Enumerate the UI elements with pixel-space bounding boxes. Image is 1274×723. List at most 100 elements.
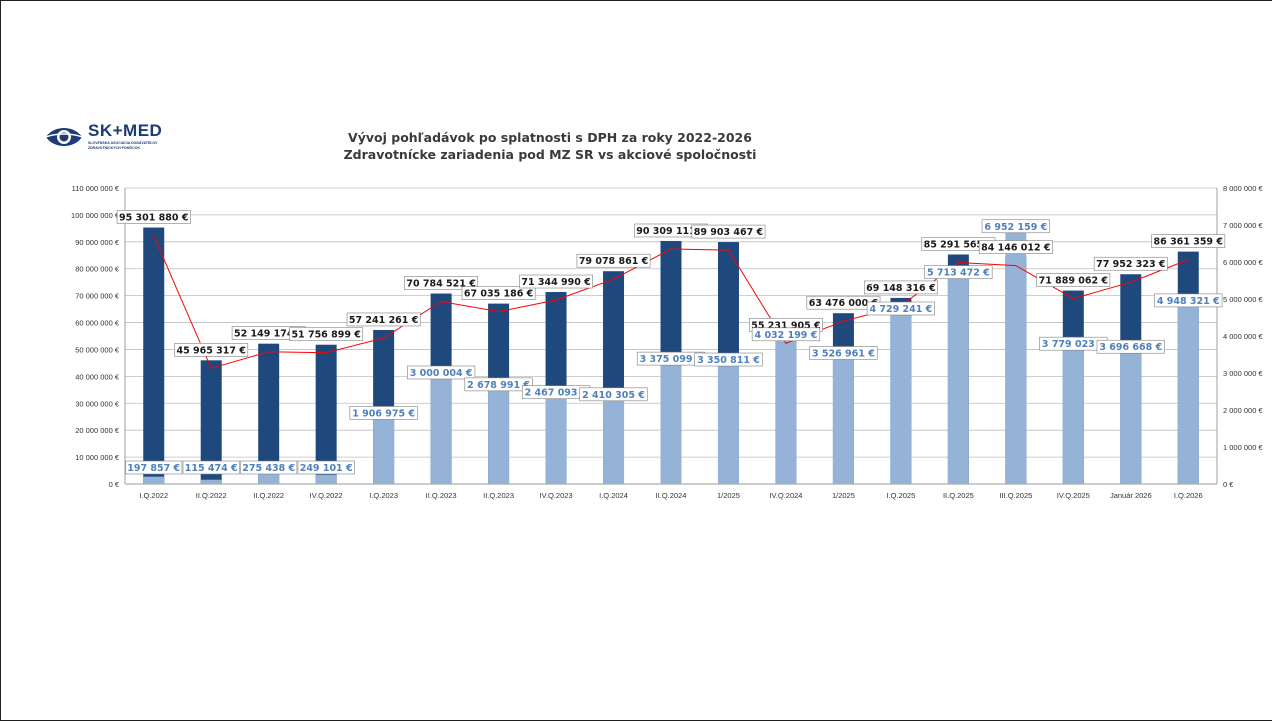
left-axis-tick-label: 10 000 000 € — [75, 453, 120, 462]
bar-as — [717, 360, 739, 484]
x-axis-tick-label: 1/2025 — [717, 491, 740, 500]
data-label-mz: 67 035 186 € — [464, 289, 533, 300]
bar-as — [660, 359, 682, 484]
data-label-mz: 85 291 565 € — [924, 239, 993, 250]
data-label-as: 275 438 € — [242, 463, 295, 474]
data-label-as-box — [579, 387, 648, 402]
data-label-mz-box — [346, 312, 421, 327]
x-axis-tick-label: I.Q.2024 — [599, 491, 628, 500]
data-label-mz: 89 903 467 € — [694, 227, 763, 238]
data-label-as: 3 779 023 € — [1042, 339, 1105, 350]
x-axis-tick-label: IV.Q.2022 — [310, 491, 343, 500]
left-axis-tick-label: 60 000 000 € — [75, 319, 120, 328]
bar-mz — [315, 344, 337, 484]
data-label-mz-box — [863, 280, 938, 295]
right-axis-tick-label: 8 000 000 € — [1223, 184, 1263, 193]
left-axis-tick-label: 80 000 000 € — [75, 265, 120, 274]
bar-as — [1120, 347, 1142, 484]
data-label-as-box — [924, 265, 993, 279]
data-label-as-box — [694, 352, 763, 367]
bar-as — [832, 353, 854, 484]
data-label-as-box — [240, 460, 298, 475]
data-label-mz: 63 476 000 € — [809, 298, 878, 309]
left-axis-tick-label: 40 000 000 € — [75, 372, 120, 381]
data-label-mz: 69 148 316 € — [866, 283, 935, 294]
data-label-as-box — [349, 406, 418, 420]
data-label-mz-box — [978, 240, 1053, 254]
data-label-mz: 77 952 323 € — [1096, 259, 1165, 270]
chart-title-line-2: Zdravotnícke zariadenia pod MZ SR vs akc… — [343, 147, 757, 162]
data-label-as: 5 713 472 € — [927, 268, 990, 279]
data-label-mz-box — [289, 327, 364, 342]
bar-as — [1177, 300, 1199, 484]
bar-as — [373, 413, 395, 484]
x-axis-tick-label: I.Q.2022 — [139, 491, 168, 500]
data-label-as-box — [464, 377, 533, 392]
data-label-mz: 79 078 861 € — [579, 256, 648, 267]
data-label-as: 249 101 € — [300, 463, 353, 474]
data-label-mz-box — [461, 286, 536, 300]
right-axis-tick-label: 0 € — [1223, 480, 1234, 489]
right-axis-tick-label: 5 000 000 € — [1223, 295, 1263, 304]
left-axis-tick-label: 30 000 000 € — [75, 399, 120, 408]
data-label-as: 6 952 159 € — [984, 222, 1047, 233]
data-label-mz-box — [1151, 234, 1226, 248]
data-label-as-box — [1154, 293, 1223, 308]
data-label-mz: 57 241 261 € — [349, 315, 418, 326]
chart-title: Vývoj pohľadávok po splatnosti s DPH za … — [300, 129, 800, 163]
bar-as — [430, 372, 452, 484]
data-label-mz: 86 361 359 € — [1154, 237, 1223, 248]
x-axis-tick-label: I.Q.2026 — [1174, 491, 1203, 500]
x-axis-tick-label: II.Q.2022 — [196, 491, 227, 500]
left-axis-tick-label: 110 000 000 € — [72, 184, 120, 193]
data-label-mz: 55 231 905 € — [751, 320, 820, 331]
data-label-mz: 70 784 521 € — [406, 279, 475, 290]
bar-as — [1005, 226, 1027, 484]
data-label-as: 3 000 004 € — [410, 368, 473, 379]
data-label-mz-box — [174, 343, 249, 357]
data-label-as: 4 729 241 € — [869, 304, 932, 315]
logo-brand: SK+MED — [88, 121, 163, 140]
bar-as — [200, 479, 222, 484]
data-label-as: 4 948 321 € — [1157, 296, 1220, 307]
bar-as — [315, 474, 337, 484]
bar-mz — [200, 360, 222, 484]
right-axis-tick-label: 6 000 000 € — [1223, 258, 1263, 267]
data-label-mz: 84 146 012 € — [981, 243, 1050, 254]
data-label-mz-box — [404, 276, 479, 290]
data-label-mz-box — [116, 210, 191, 224]
bar-as — [488, 384, 510, 484]
data-label-mz-box — [1036, 273, 1111, 287]
bar-as — [890, 309, 912, 484]
x-axis-tick-label: III.Q.2025 — [999, 491, 1032, 500]
data-label-as-box — [751, 327, 821, 342]
data-label-as: 1 906 975 € — [352, 408, 415, 419]
data-label-as-box — [809, 346, 878, 360]
bar-as — [143, 476, 165, 484]
data-label-mz: 71 889 062 € — [1039, 276, 1108, 287]
left-axis-tick-label: 50 000 000 € — [75, 345, 120, 354]
data-label-as-box — [125, 460, 183, 475]
data-label-as: 197 857 € — [127, 463, 180, 474]
logo-subtitle-2: ZDRAVOTNÍCKYCH POMÔCOK — [88, 146, 141, 150]
data-label-as: 3 526 961 € — [812, 349, 875, 360]
data-label-as: 115 474 € — [185, 463, 238, 474]
data-label-as-box — [297, 460, 355, 475]
chart-title-line-1: Vývoj pohľadávok po splatnosti s DPH za … — [348, 130, 752, 145]
data-label-mz-box — [576, 253, 651, 268]
left-axis-tick-label: 70 000 000 € — [75, 292, 120, 301]
x-axis-tick-label: IV.Q.2023 — [540, 491, 573, 500]
right-axis-tick-label: 4 000 000 € — [1223, 332, 1263, 341]
x-axis-tick-label: II.Q.2023 — [483, 491, 514, 500]
eye-logo-icon — [45, 128, 83, 146]
data-label-as: 4 032 199 € — [755, 330, 818, 341]
x-axis-tick-label: IV.Q.2025 — [1057, 491, 1090, 500]
bar-mz — [258, 343, 280, 484]
left-axis-tick-label: 0 € — [109, 480, 120, 489]
data-label-as: 3 350 811 € — [697, 355, 760, 366]
data-label-as: 2 467 093 € — [525, 388, 588, 399]
data-label-as: 3 375 099 € — [640, 354, 703, 365]
data-label-mz: 45 965 317 € — [176, 345, 245, 356]
